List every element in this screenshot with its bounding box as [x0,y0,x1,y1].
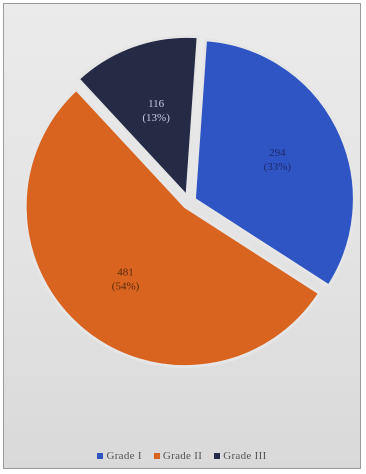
chart-frame: 294 (33%) 481 (54%) 116 (13%) Grade I Grade I… [3,3,361,469]
legend-label-grade-ii: Grade II [162,450,203,462]
legend-item-grade-i: Grade I [97,450,142,462]
slice-percent-label-grade-ii: (54%) [112,281,140,293]
legend-label-grade-i: Grade I [106,450,142,462]
legend: Grade I Grade II Grade III [4,450,360,462]
legend-swatch-grade-iii [214,453,221,459]
pie-slice-grade-iii [76,34,200,200]
pie-slice-grade-i [192,38,356,289]
slice-value-label-grade-i: 294 [269,147,286,159]
pie-chart: 294 (33%) 481 (54%) 116 (13%) [23,34,356,369]
slice-value-label-grade-iii: 116 [148,98,165,110]
slice-percent-label-grade-iii: (13%) [142,112,170,124]
legend-label-grade-iii: Grade III [223,450,267,462]
legend-item-grade-iii: Grade III [214,450,266,462]
slice-value-label-grade-ii: 481 [117,267,134,279]
legend-item-grade-ii: Grade II [153,450,203,462]
legend-swatch-grade-ii [153,453,160,459]
legend-swatch-grade-i [97,453,104,459]
slice-percent-label-grade-i: (33%) [264,161,292,173]
pie-slice-grade-ii [23,87,322,369]
